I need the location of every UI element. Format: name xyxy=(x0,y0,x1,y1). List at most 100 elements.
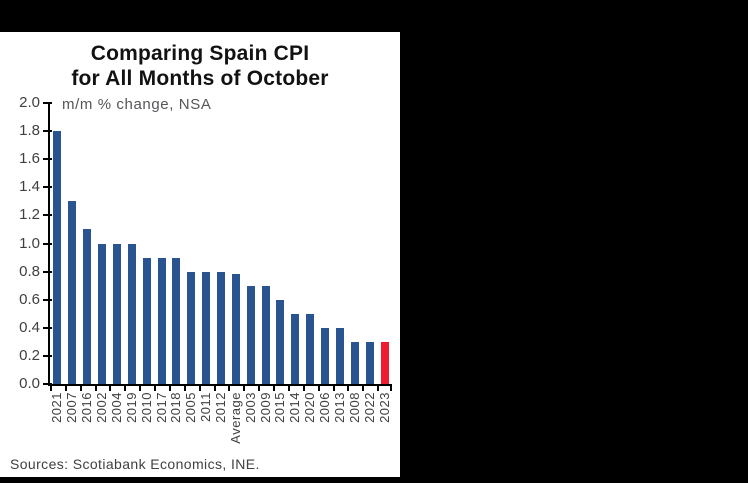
x-tick-mark xyxy=(94,386,97,391)
y-tick-mark xyxy=(43,270,52,273)
bar-2020 xyxy=(306,313,315,384)
y-tick-label-1.4: 1.4 xyxy=(19,178,40,196)
x-tick-label-2005: 2005 xyxy=(183,392,199,423)
bar-Average xyxy=(231,274,240,384)
x-tick-label-2021: 2021 xyxy=(49,392,65,423)
x-tick-label-2019: 2019 xyxy=(123,392,139,423)
x-tick-mark xyxy=(243,386,246,391)
y-tick-label-0.8: 0.8 xyxy=(19,262,40,280)
x-tick-mark xyxy=(273,386,276,391)
x-axis-labels: 2021 2007 2016 2002 2004 2019 2010 2017 2018 2005… xyxy=(49,392,392,454)
x-tick-label-Average: Average xyxy=(227,392,243,444)
x-tick-mark xyxy=(258,386,261,391)
bar-2007 xyxy=(68,201,77,384)
y-tick-label-0.6: 0.6 xyxy=(19,290,40,308)
bar-2009 xyxy=(261,285,270,384)
x-tick-label-2012: 2012 xyxy=(213,392,228,423)
bar-2010 xyxy=(142,257,151,384)
y-tick-label-1.8: 1.8 xyxy=(19,122,40,140)
bar-2008 xyxy=(350,341,359,384)
bar-2011 xyxy=(202,271,211,384)
x-tick-mark xyxy=(50,386,52,391)
x-tick-label-2014: 2014 xyxy=(287,392,303,423)
x-tick-mark xyxy=(139,386,142,391)
x-tick-mark xyxy=(198,386,201,391)
bar-2002 xyxy=(98,243,107,384)
x-tick-mark xyxy=(302,386,305,391)
x-tick-mark xyxy=(287,386,290,391)
y-tick-label-2.0: 2.0 xyxy=(19,94,40,111)
bar-2016 xyxy=(83,229,92,384)
y-axis-labels: 2.0 1.8 1.6 1.4 1.2 1.0 0.8 0.6 0.4 0.2 0.0 xyxy=(0,94,40,392)
chart-title-line-2: for All Months of October xyxy=(71,67,329,90)
chart-panel: Comparing Spain CPI for All Months of Oc… xyxy=(0,32,400,477)
x-tick-label-2022: 2022 xyxy=(361,392,377,423)
x-tick-mark xyxy=(109,386,112,391)
bar-2005 xyxy=(187,271,196,384)
x-tick-mark xyxy=(213,386,216,391)
bar-2003 xyxy=(246,285,255,384)
x-tick-mark xyxy=(317,386,320,391)
x-tick-label-2010: 2010 xyxy=(138,392,154,423)
y-tick-mark xyxy=(43,354,52,357)
x-tick-label-2009: 2009 xyxy=(257,392,273,423)
y-tick-label-1.2: 1.2 xyxy=(19,206,40,224)
y-tick-label-0.4: 0.4 xyxy=(19,318,40,336)
bar-2006 xyxy=(321,327,330,384)
x-tick-mark xyxy=(332,386,335,391)
y-tick-mark xyxy=(43,130,52,133)
x-tick-mark xyxy=(154,386,157,391)
x-tick-label-2008: 2008 xyxy=(346,392,362,423)
x-tick-label-2003: 2003 xyxy=(242,392,258,423)
x-tick-mark xyxy=(168,386,171,391)
x-tick-mark xyxy=(390,386,392,391)
bar-2012 xyxy=(217,271,225,384)
x-tick-label-2011: 2011 xyxy=(198,392,214,422)
bar-2018 xyxy=(172,257,181,384)
chart-title-line-1: Comparing Spain CPI xyxy=(90,42,310,65)
x-tick-mark xyxy=(377,386,380,391)
y-tick-label-0.0: 0.0 xyxy=(19,375,40,392)
bar-2014 xyxy=(291,313,300,384)
x-tick-label-2018: 2018 xyxy=(168,392,184,423)
x-tick-label-2013: 2013 xyxy=(331,392,347,423)
plot-area xyxy=(43,102,392,391)
bar-2022 xyxy=(365,341,374,384)
x-tick-label-2015: 2015 xyxy=(272,392,288,423)
x-tick-label-2017: 2017 xyxy=(153,392,169,423)
bar-2023 xyxy=(380,341,389,384)
source-note: Sources: Scotiabank Economics, INE. xyxy=(10,456,260,472)
bar-2019 xyxy=(127,243,136,384)
x-tick-mark xyxy=(64,386,67,391)
chart-subtitle: m/m % change, NSA xyxy=(62,96,212,113)
y-tick-label-1.0: 1.0 xyxy=(19,234,40,252)
bar-2004 xyxy=(112,243,121,384)
x-tick-label-2004: 2004 xyxy=(108,392,124,423)
x-tick-label-2006: 2006 xyxy=(317,392,333,423)
y-tick-mark xyxy=(43,298,52,301)
x-tick-label-2007: 2007 xyxy=(64,392,80,423)
x-tick-mark xyxy=(79,386,82,391)
y-tick-mark xyxy=(43,158,52,161)
x-tick-label-2020: 2020 xyxy=(302,392,318,423)
x-tick-mark xyxy=(124,386,127,391)
y-tick-mark xyxy=(43,242,52,245)
bar-2017 xyxy=(157,257,166,384)
y-tick-mark xyxy=(43,102,52,104)
y-tick-mark xyxy=(43,186,52,189)
y-tick-mark xyxy=(43,214,52,217)
x-tick-mark xyxy=(228,386,231,391)
x-axis-line xyxy=(48,384,392,386)
x-tick-mark xyxy=(347,386,350,391)
x-tick-mark xyxy=(183,386,186,391)
y-axis-line xyxy=(48,103,50,386)
x-tick-mark xyxy=(362,386,365,391)
y-tick-mark xyxy=(43,383,52,385)
y-tick-label-1.6: 1.6 xyxy=(19,150,40,168)
x-tick-label-2023: 2023 xyxy=(376,392,392,423)
bar-2021 xyxy=(53,131,62,384)
y-tick-mark xyxy=(43,326,52,329)
bar-2013 xyxy=(335,327,344,384)
chart-title: Comparing Spain CPI for All Months of Oc… xyxy=(0,41,400,91)
